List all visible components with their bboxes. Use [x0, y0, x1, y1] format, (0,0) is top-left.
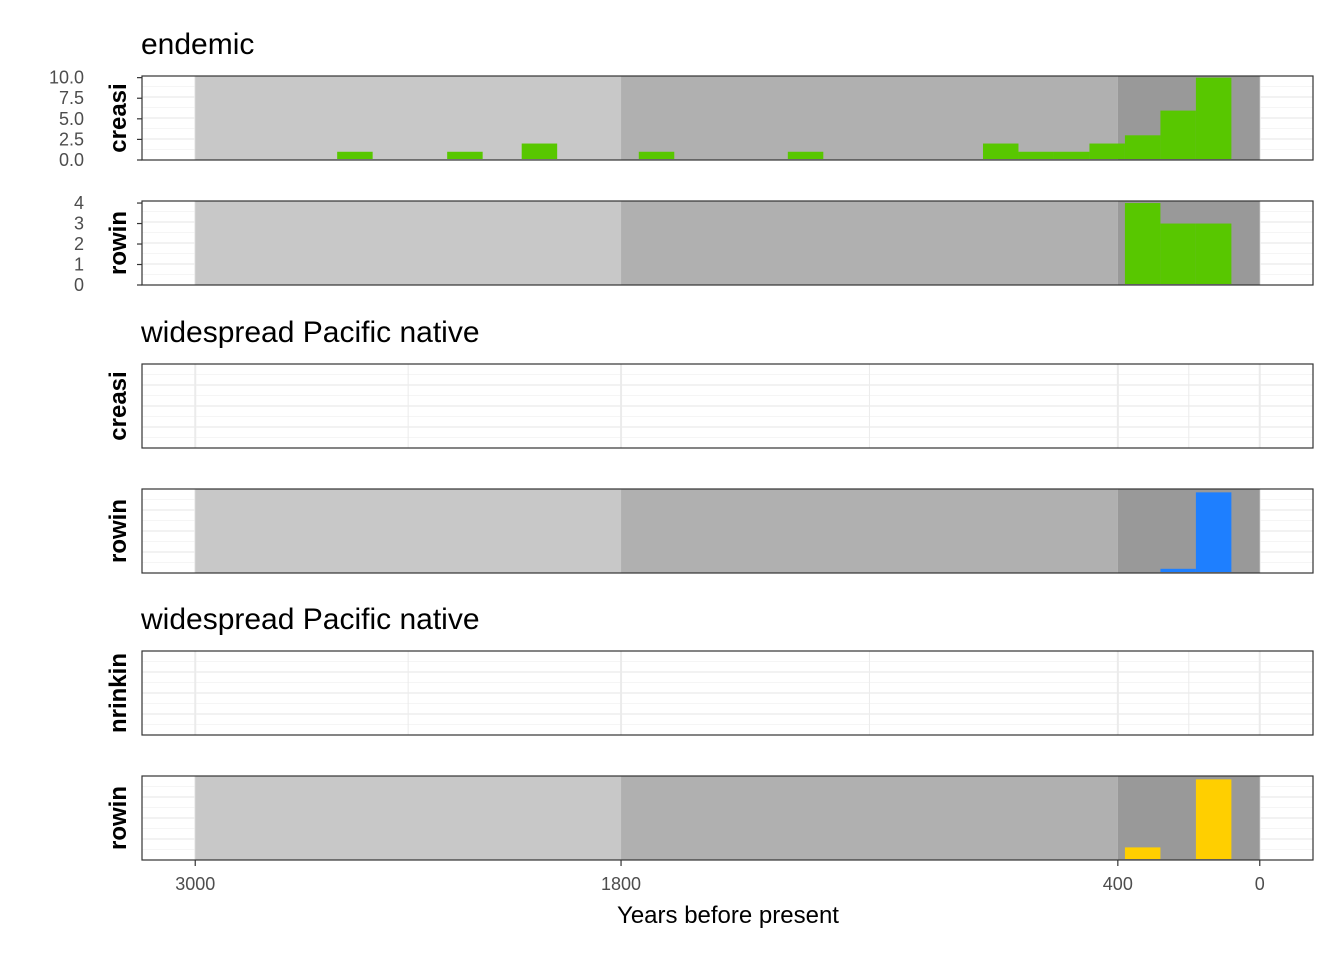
y-tick-label: 0 [74, 275, 84, 295]
panel-widespread-2-nrinkin: nrinkin [105, 650, 1314, 736]
x-tick-label: 0 [1255, 874, 1265, 894]
panel-border [141, 75, 1314, 161]
histogram-bar [638, 151, 675, 159]
y-tick-label: 3 [74, 214, 84, 234]
era-band [195, 776, 622, 860]
era-band [1117, 489, 1260, 573]
era-band [621, 489, 1118, 573]
panel-widespread-2-rowin: rowin [105, 775, 1314, 861]
era-band [1117, 776, 1260, 860]
strip-label: creasi [105, 371, 132, 440]
x-axis: 3000 1800 400 0 [175, 860, 1265, 894]
histogram-bar [787, 151, 824, 159]
histogram-bar [982, 143, 1019, 159]
y-tick-label: 10.0 [49, 68, 84, 88]
x-tick-label: 3000 [175, 874, 215, 894]
group-title-endemic: endemic [141, 28, 254, 61]
histogram-bar [1195, 223, 1232, 284]
histogram-bar [337, 151, 373, 159]
strip-label: rowin [105, 499, 132, 563]
y-tick-label: 7.5 [59, 88, 84, 108]
era-band [621, 776, 1118, 860]
era-band [195, 201, 622, 285]
y-tick-label: 0.0 [59, 150, 84, 170]
strip-label: creasi [105, 83, 132, 152]
group-title-widespread-1: widespread Pacific native [140, 316, 480, 349]
histogram-bar [1124, 847, 1161, 859]
group-title-widespread-2: widespread Pacific native [140, 603, 480, 636]
y-tick-label: 4 [74, 193, 84, 213]
panel-widespread-1-rowin: rowin [105, 488, 1314, 574]
y-tick-label: 5.0 [59, 109, 84, 129]
strip-label: rowin [105, 211, 132, 275]
histogram-bar [521, 143, 558, 159]
era-band [621, 76, 1118, 160]
histogram-bar [1160, 568, 1196, 572]
histogram-bar [1195, 77, 1232, 159]
histogram-bar [1160, 110, 1196, 159]
y-tick-label: 2.5 [59, 129, 84, 149]
strip-label: rowin [105, 786, 132, 850]
panel-border [141, 200, 1314, 286]
histogram-bar [1089, 143, 1125, 159]
histogram-bar [1018, 151, 1054, 159]
panel-border [141, 775, 1314, 861]
panel-widespread-1-creasi: creasi [105, 363, 1314, 449]
strip-label: nrinkin [105, 653, 132, 733]
x-axis-title: Years before present [617, 902, 839, 929]
histogram-bar [1195, 492, 1232, 572]
panel-border [141, 363, 1314, 449]
x-tick-label: 1800 [601, 874, 641, 894]
histogram-bar [1160, 223, 1196, 284]
x-tick-label: 400 [1103, 874, 1133, 894]
histogram-bar [1124, 203, 1161, 284]
era-band [195, 489, 622, 573]
era-band [621, 201, 1118, 285]
histogram-bar [1124, 135, 1161, 159]
y-tick-label: 2 [74, 234, 84, 254]
y-tick-label: 1 [74, 255, 84, 275]
panel-border [141, 488, 1314, 574]
histogram-bar [447, 151, 483, 159]
panel-border [141, 650, 1314, 736]
panel-endemic-creasi: 0.02.55.07.510.0 creasi [49, 68, 1314, 170]
histogram-bar [1195, 779, 1232, 859]
histogram-bar [1053, 151, 1090, 159]
